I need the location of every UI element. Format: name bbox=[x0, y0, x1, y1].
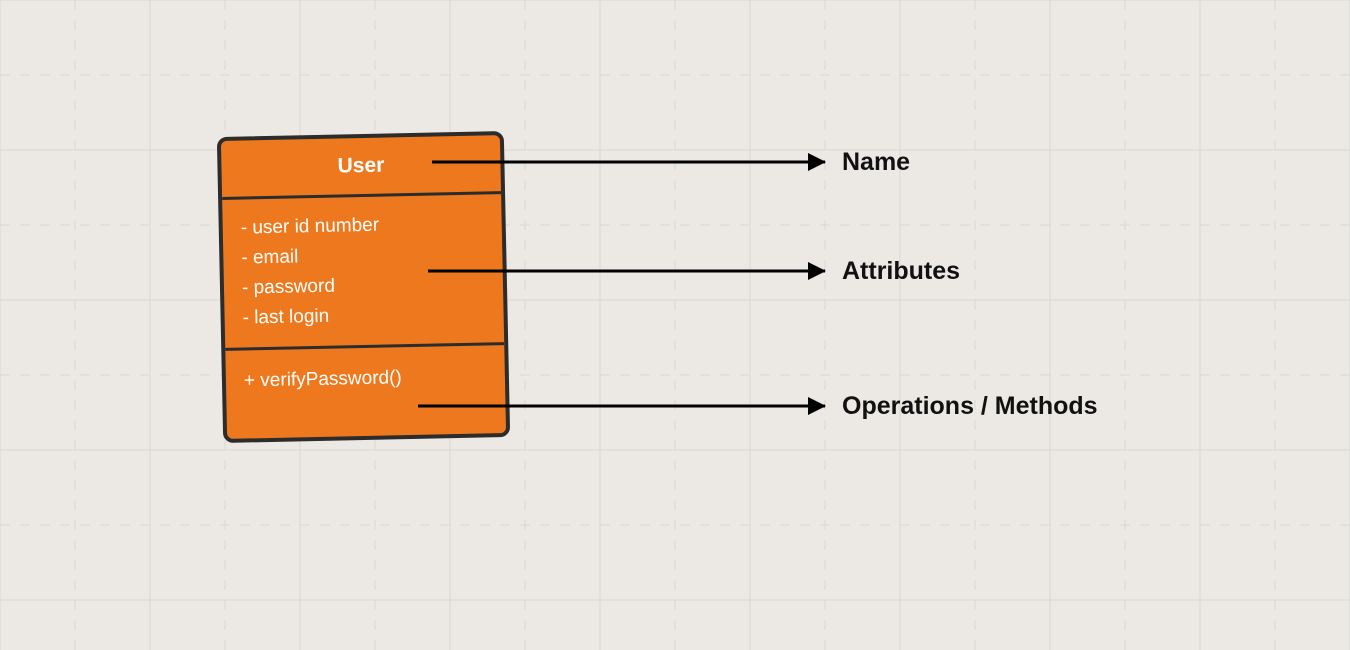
arrow-line bbox=[418, 405, 825, 408]
uml-operation-item: + verifyPassword() bbox=[244, 361, 488, 396]
uml-operations-section: + verifyPassword() bbox=[225, 342, 505, 413]
arrow-head-icon bbox=[808, 397, 826, 415]
uml-name-section: User bbox=[221, 135, 501, 197]
label-attributes: Attributes bbox=[842, 257, 960, 286]
arrow-line bbox=[432, 161, 825, 164]
arrow-head-icon bbox=[808, 153, 826, 171]
diagram-canvas: User - user id number- email- password- … bbox=[0, 0, 1350, 650]
grid-background bbox=[0, 0, 1350, 650]
uml-class-box: User - user id number- email- password- … bbox=[217, 131, 510, 443]
arrow-head-icon bbox=[808, 262, 826, 280]
label-name: Name bbox=[842, 148, 910, 177]
uml-operations-list: + verifyPassword() bbox=[244, 361, 488, 396]
uml-class-name: User bbox=[231, 151, 490, 180]
uml-attribute-item: - last login bbox=[242, 298, 486, 333]
arrow-line bbox=[428, 270, 825, 273]
label-operations: Operations / Methods bbox=[842, 392, 1098, 421]
